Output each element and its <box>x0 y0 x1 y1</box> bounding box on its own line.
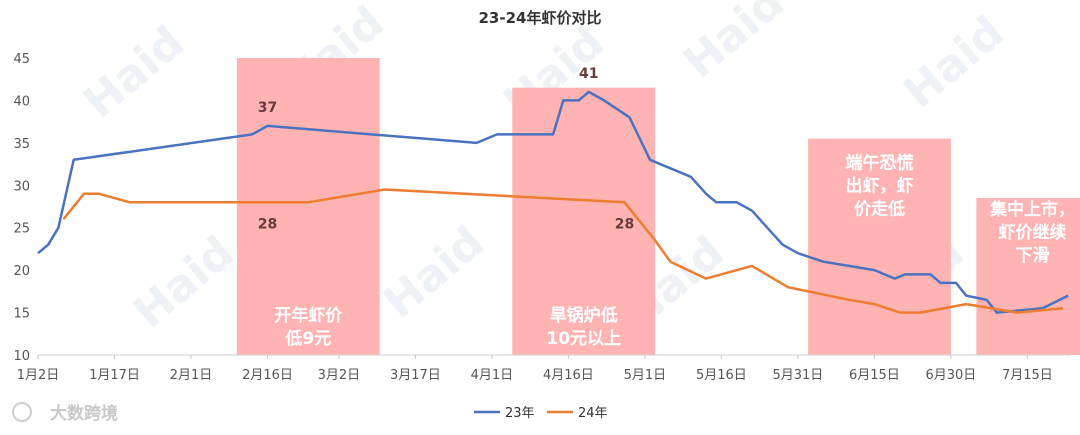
x-tick-label: 5月1日 <box>624 368 667 383</box>
data-label-3: 28 <box>615 216 634 232</box>
watermark-4: Haid <box>894 7 1013 119</box>
brand-logo: 大数跨境 <box>12 402 118 424</box>
brand-icon <box>12 402 32 422</box>
x-axis: 1月2日 1月17日 2月1日 2月16日 3月2日 3月17日 4月1日 4月16日 5月1日… <box>17 355 1053 383</box>
series-layer <box>37 90 1069 314</box>
data-label-2: 41 <box>579 66 598 82</box>
brand-name: 大数跨境 <box>50 403 118 424</box>
y-tick-label: 20 <box>13 264 30 279</box>
annotation-text-1-1: 10元以上 <box>546 329 621 349</box>
chart-title: 23-24年虾价对比 <box>479 9 602 27</box>
annotation-box-1 <box>512 87 656 355</box>
annotation-text-0-0: 开年虾价 <box>274 305 343 326</box>
x-tick-label: 3月17日 <box>390 368 441 383</box>
x-tick-label: 6月30日 <box>925 368 976 383</box>
data-label-1: 28 <box>258 216 277 232</box>
legend: 23年 24年 <box>474 406 608 421</box>
legend-label-23: 23年 <box>505 406 535 421</box>
annotation-text-3-1: 虾价继续 <box>999 222 1067 243</box>
annotation-text-2-0: 端午恐慌 <box>846 152 914 173</box>
y-tick-label: 30 <box>13 179 30 194</box>
x-tick-label: 1月17日 <box>89 368 140 383</box>
x-tick-label: 4月1日 <box>471 368 514 383</box>
x-tick-label: 3月2日 <box>318 368 361 383</box>
annotation-text-2-1: 出虾，虾 <box>846 175 914 196</box>
annotation-box-0 <box>236 58 380 355</box>
watermark-3: Haid <box>674 0 793 88</box>
y-tick-label: 40 <box>13 94 30 109</box>
series-line-0 <box>37 90 1069 314</box>
x-tick-label: 2月16日 <box>242 368 293 383</box>
y-tick-label: 25 <box>13 222 30 237</box>
x-tick-label: 1月2日 <box>17 368 60 383</box>
y-tick-label: 35 <box>13 137 30 152</box>
y-tick-label: 10 <box>13 349 30 364</box>
watermark-0: Haid <box>74 17 193 129</box>
x-tick-label: 5月16日 <box>696 368 747 383</box>
legend-label-24: 24年 <box>578 406 608 421</box>
x-tick-label: 6月15日 <box>849 368 900 383</box>
y-axis: 10 15 20 25 30 35 40 45 <box>13 52 30 364</box>
data-label-0: 37 <box>258 100 277 116</box>
annotation-layer <box>236 58 1080 355</box>
annotation-text-3-0: 集中上市， <box>989 199 1075 220</box>
watermark-6: Haid <box>374 217 493 329</box>
annotation-text-3-2: 下滑 <box>1016 246 1050 266</box>
x-tick-label: 4月16日 <box>543 368 594 383</box>
data-label-layer: 37 28 41 28 <box>258 66 634 232</box>
x-tick-label: 7月15日 <box>1002 368 1053 383</box>
x-tick-label: 5月31日 <box>772 368 823 383</box>
watermark-5: Haid <box>124 227 243 339</box>
annotation-box-3 <box>976 198 1080 355</box>
x-tick-label: 2月1日 <box>170 368 213 383</box>
annotation-box-2 <box>808 138 951 355</box>
series-line-1 <box>62 188 1064 314</box>
y-tick-label: 45 <box>13 52 30 67</box>
y-tick-label: 15 <box>13 307 30 322</box>
annotation-text-0-1: 低9元 <box>284 328 331 349</box>
annotation-text-2-2: 价走低 <box>854 198 905 219</box>
annotation-text-1-0: 旱锅炉低 <box>550 305 618 326</box>
